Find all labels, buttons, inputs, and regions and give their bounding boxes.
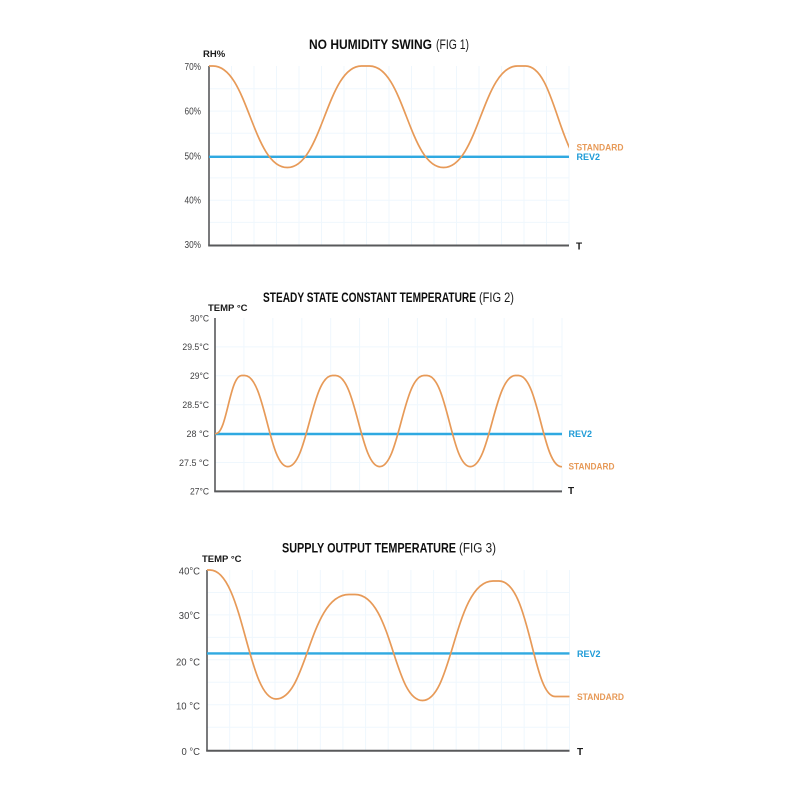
svg-text:10 °C: 10 °C xyxy=(176,701,200,713)
svg-text:TEMP °C: TEMP °C xyxy=(208,303,248,314)
svg-text:T: T xyxy=(568,486,574,497)
svg-text:STANDARD: STANDARD xyxy=(577,692,624,702)
svg-text:T: T xyxy=(577,747,583,758)
svg-text:30°C: 30°C xyxy=(179,610,201,622)
svg-text:27.5 °C: 27.5 °C xyxy=(179,458,209,468)
svg-text:NO HUMIDITY SWING: NO HUMIDITY SWING xyxy=(309,37,432,53)
svg-text:RH%: RH% xyxy=(203,49,226,60)
svg-text:40°C: 40°C xyxy=(179,565,201,577)
svg-text:27°C: 27°C xyxy=(190,487,209,497)
svg-text:T: T xyxy=(576,242,582,253)
svg-text:50%: 50% xyxy=(185,152,202,163)
svg-text:30°C: 30°C xyxy=(190,313,209,323)
svg-text:REV2: REV2 xyxy=(577,649,601,659)
svg-text:STANDARD: STANDARD xyxy=(569,462,615,472)
svg-text:70%: 70% xyxy=(185,62,202,73)
svg-text:30%: 30% xyxy=(185,240,202,251)
svg-text:TEMP °C: TEMP °C xyxy=(202,554,242,565)
svg-text:28 °C: 28 °C xyxy=(187,429,210,439)
svg-text:28.5°C: 28.5°C xyxy=(182,400,209,410)
svg-text:STEADY STATE CONSTANT TEMPERAT: STEADY STATE CONSTANT TEMPERATURE xyxy=(263,290,476,306)
svg-text:60%: 60% xyxy=(185,106,202,117)
svg-text:SUPPLY OUTPUT TEMPERATURE: SUPPLY OUTPUT TEMPERATURE xyxy=(282,541,456,557)
svg-text:(FIG 2): (FIG 2) xyxy=(479,290,514,306)
svg-text:29.5°C: 29.5°C xyxy=(182,342,209,352)
svg-text:STANDARD: STANDARD xyxy=(577,143,624,153)
svg-text:(FIG 1): (FIG 1) xyxy=(436,37,469,53)
svg-text:(FIG 3): (FIG 3) xyxy=(459,541,496,557)
svg-text:REV2: REV2 xyxy=(577,152,601,162)
svg-text:REV2: REV2 xyxy=(569,429,593,439)
svg-text:29°C: 29°C xyxy=(190,371,209,381)
svg-text:20 °C: 20 °C xyxy=(176,656,200,668)
svg-text:0 °C: 0 °C xyxy=(182,746,201,758)
svg-text:40%: 40% xyxy=(185,196,202,207)
